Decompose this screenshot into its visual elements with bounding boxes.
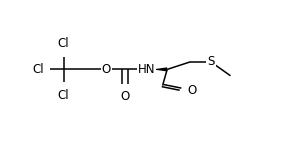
Text: O: O (102, 63, 111, 76)
Text: Cl: Cl (58, 89, 69, 102)
Polygon shape (152, 67, 167, 72)
Text: Cl: Cl (33, 63, 45, 76)
Text: O: O (187, 84, 197, 97)
Text: O: O (120, 90, 129, 103)
Text: S: S (207, 55, 215, 68)
Text: Cl: Cl (58, 37, 69, 50)
Text: HN: HN (138, 63, 155, 76)
